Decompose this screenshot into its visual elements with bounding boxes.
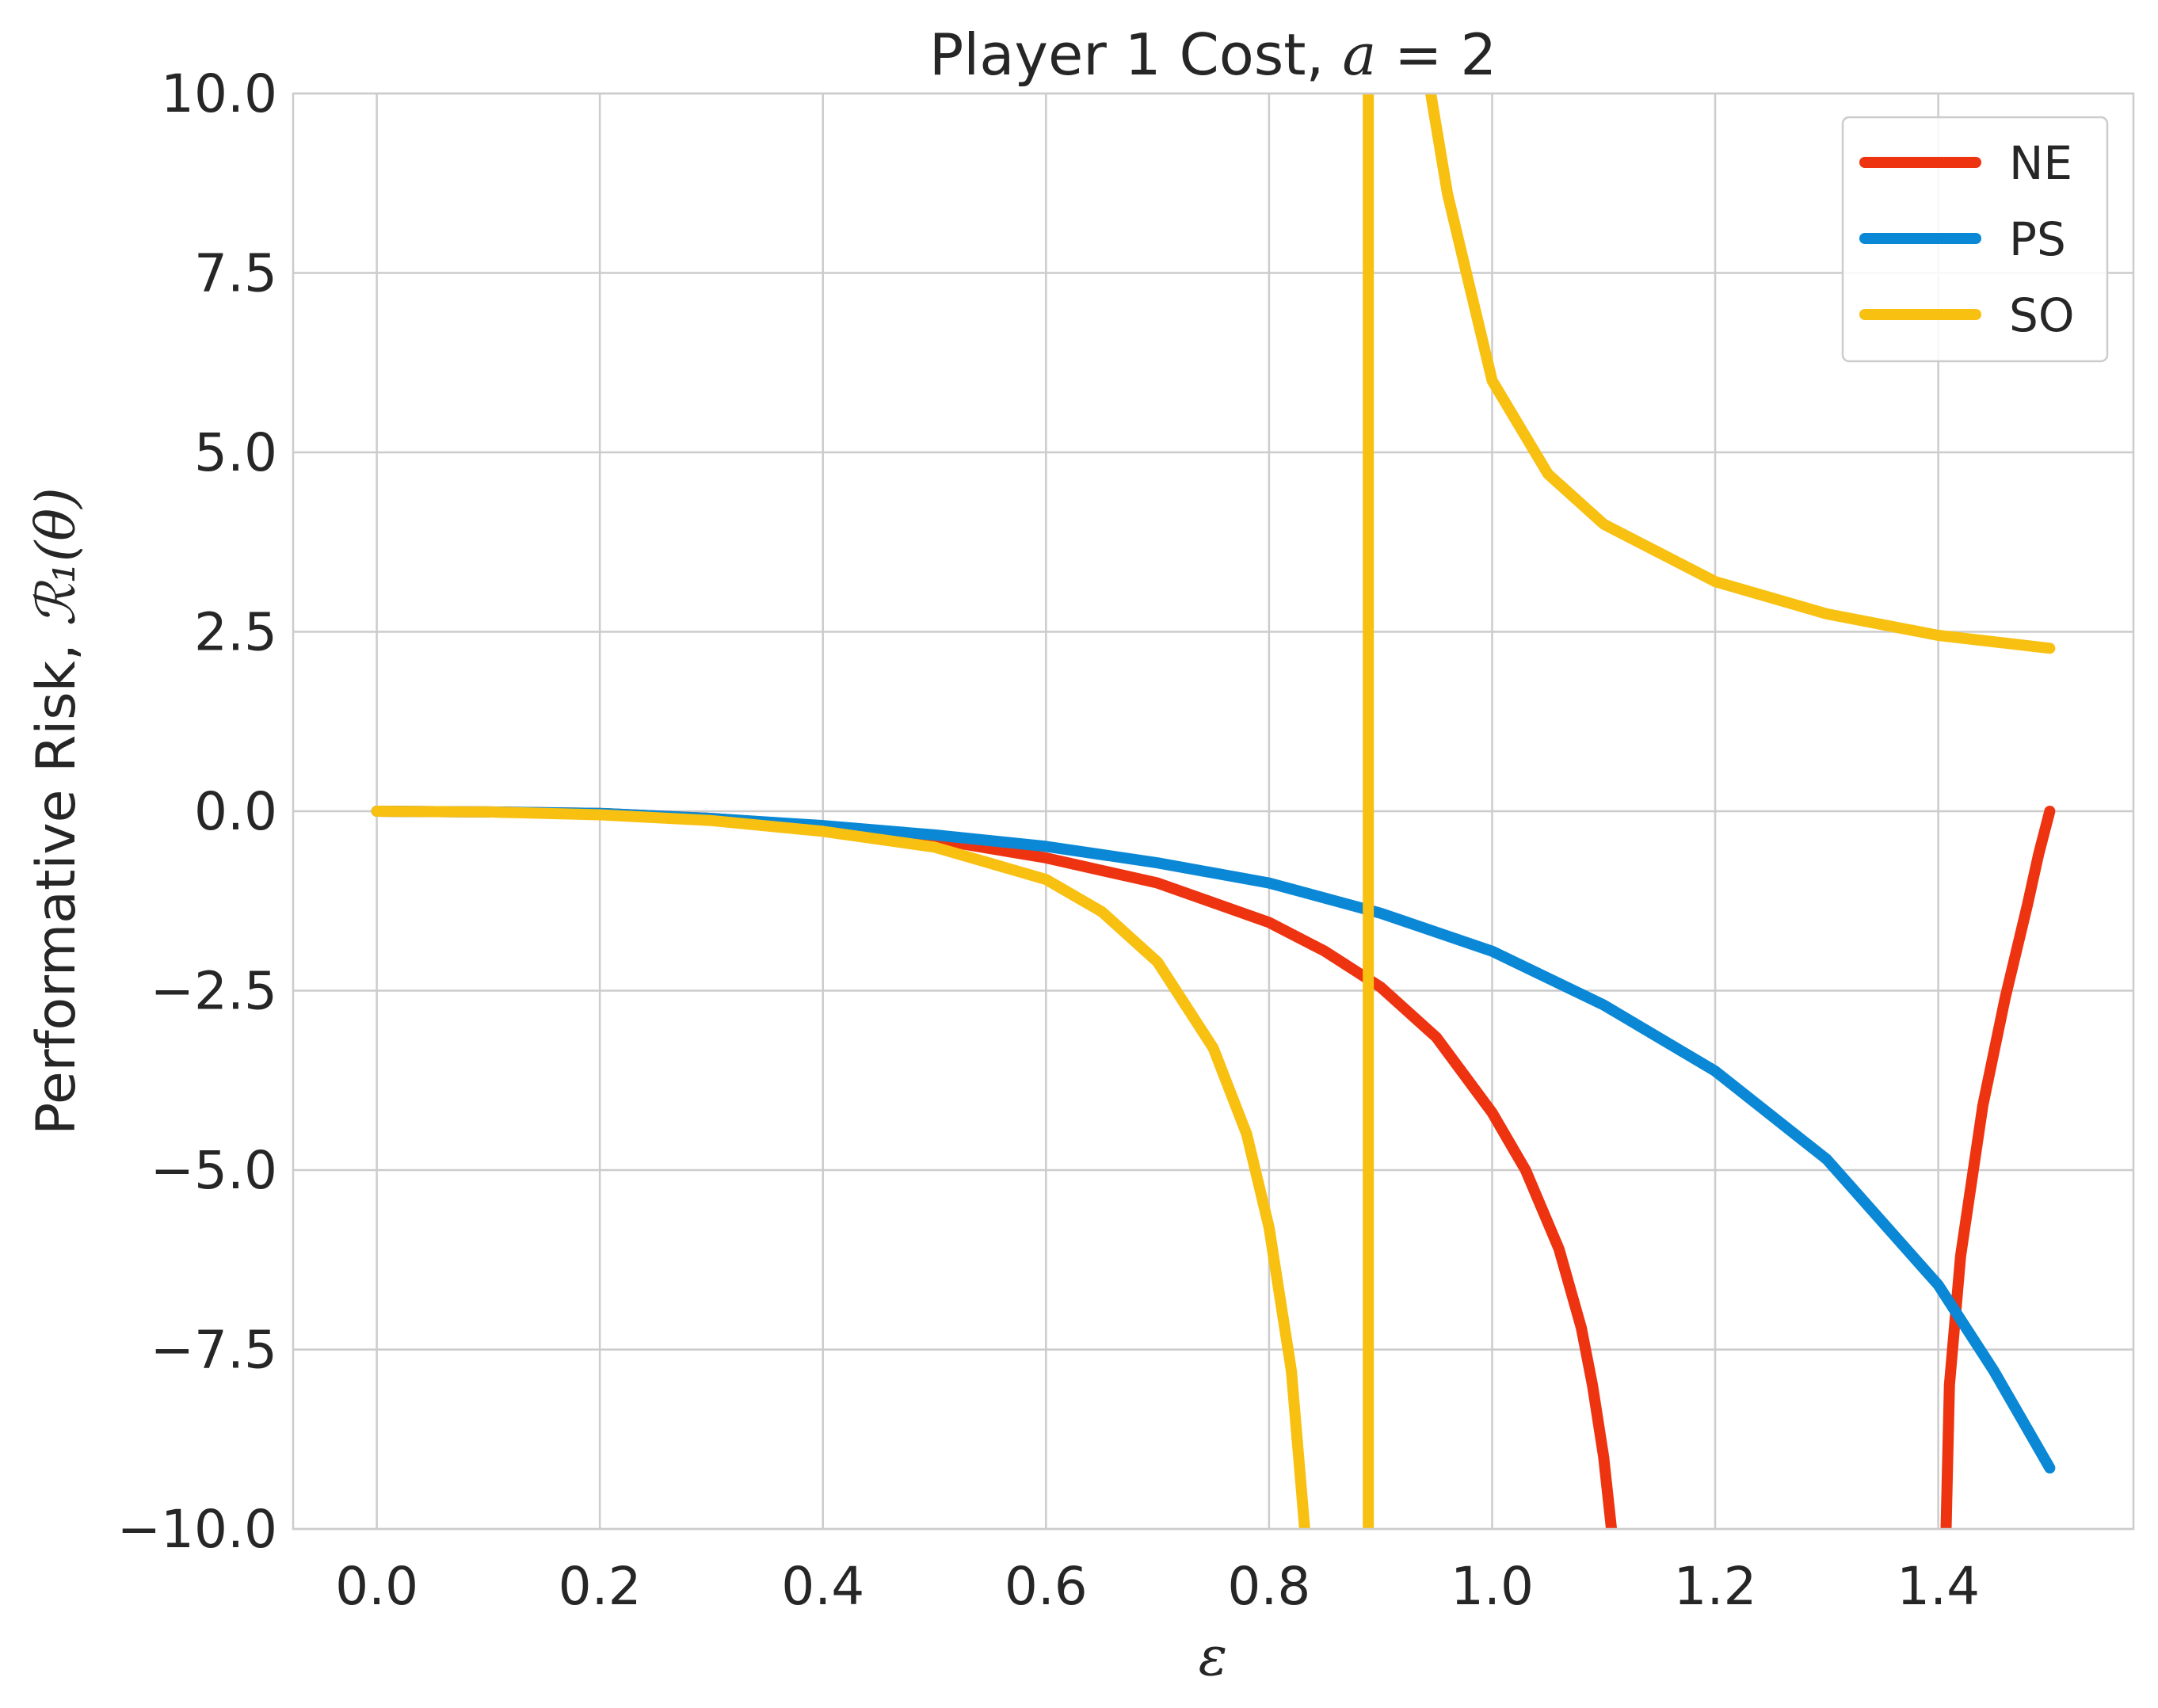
series-so (371, 93, 2056, 1529)
y-tick-label: 5.0 (194, 422, 277, 483)
series-line-ne (1940, 806, 2056, 1529)
legend-label-ps: PS (2009, 212, 2066, 266)
y-tick-label: −2.5 (151, 961, 277, 1022)
plot-frame (292, 92, 2135, 1531)
x-axis-label: ε (1199, 1626, 1228, 1688)
series-line-so (371, 806, 1310, 1529)
x-tick-label: 0.6 (1005, 1556, 1088, 1617)
x-tick-label: 0.8 (1227, 1556, 1310, 1617)
legend-label-so: SO (2009, 288, 2074, 342)
x-tick-label: 1.4 (1897, 1556, 1980, 1617)
series-line-so (1425, 93, 2056, 654)
chart-title: Player 1 Cost, a = 2 (929, 21, 1496, 88)
y-tick-label: −5.0 (151, 1140, 277, 1201)
y-tick-label: −10.0 (117, 1499, 277, 1560)
series-lines (371, 93, 2056, 1529)
y-tick-label: 7.5 (194, 243, 277, 304)
x-tick-label: 0.0 (335, 1556, 418, 1617)
y-tick-label: 0.0 (194, 781, 277, 842)
legend: NE PS SO (1841, 116, 2109, 363)
x-tick-labels: 0.0 0.2 0.4 0.6 0.8 1.0 1.2 1.4 (335, 1556, 1980, 1617)
x-tick-label: 1.2 (1674, 1556, 1757, 1617)
y-tick-label: 2.5 (194, 602, 277, 663)
x-tick-label: 1.0 (1451, 1556, 1534, 1617)
x-tick-label: 0.2 (559, 1556, 642, 1617)
y-tick-label: −7.5 (151, 1320, 277, 1381)
x-tick-label: 0.4 (781, 1556, 864, 1617)
legend-label-ne: NE (2009, 136, 2072, 190)
y-axis-label: Performative Risk, ℛ₁(θ) (25, 487, 88, 1135)
y-tick-label: 10.0 (161, 63, 277, 124)
y-tick-labels: −10.0 −7.5 −5.0 −2.5 0.0 2.5 5.0 7.5 10.0 (117, 63, 277, 1560)
